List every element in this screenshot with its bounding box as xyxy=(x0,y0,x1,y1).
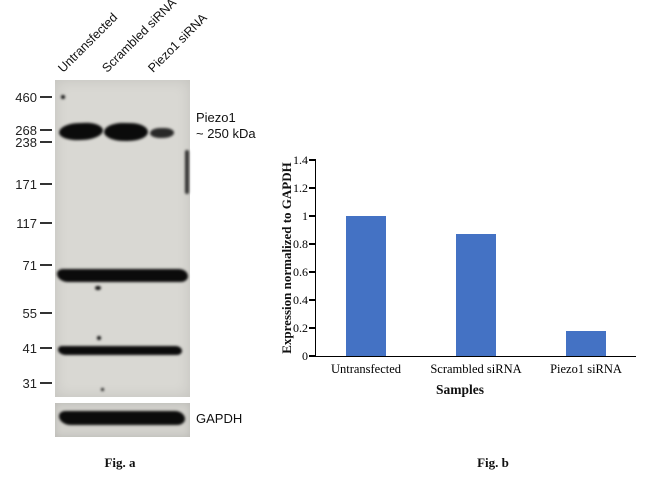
mw-marker-460: 460 xyxy=(0,88,52,106)
bar-1 xyxy=(346,216,386,356)
bar-chart-plot: 0 0.2 0.4 0.6 0.8 1 1.2 1.4 Untransfected Scrambl… xyxy=(293,153,636,376)
bar-2 xyxy=(456,234,496,356)
y-axis-tick-label: 0.8 xyxy=(293,237,308,251)
y-axis-tick-label: 0.4 xyxy=(293,293,308,307)
y-axis-tick-label: 0.6 xyxy=(293,265,308,279)
mw-marker-tick xyxy=(40,183,52,185)
caption-fig-a: Fig. a xyxy=(104,455,136,470)
western-blot-membrane xyxy=(55,80,190,397)
y-axis-tick xyxy=(309,271,316,273)
gapdh-blot-strip xyxy=(55,403,190,437)
gapdh-label: GAPDH xyxy=(196,411,243,426)
mw-marker-238: 238 xyxy=(0,133,52,151)
mw-marker-label: 55 xyxy=(22,305,37,321)
mw-marker-tick xyxy=(40,382,52,384)
mw-marker-label: 460 xyxy=(15,89,37,105)
band-piezo1-lane1 xyxy=(58,122,104,141)
band-annotation-line2: ~ 250 kDa xyxy=(196,126,256,141)
y-axis-tick-label: 1.2 xyxy=(293,181,308,195)
speck-below-70kda xyxy=(95,286,101,290)
y-axis-tick xyxy=(309,215,316,217)
mw-marker-label: 238 xyxy=(15,134,37,150)
x-axis-category-label: Piezo1 siRNA xyxy=(550,362,622,376)
speck-bottom xyxy=(101,388,104,391)
speck-top-left xyxy=(61,95,65,99)
mw-marker-55: 55 xyxy=(0,304,52,322)
mw-marker-tick xyxy=(40,312,52,314)
y-axis-tick xyxy=(309,299,316,301)
y-axis-tick xyxy=(309,187,316,189)
mw-marker-label: 41 xyxy=(22,340,37,356)
band-annotation-line1: Piezo1 xyxy=(196,110,236,125)
speck-above-41kda xyxy=(97,336,101,340)
mw-marker-41: 41 xyxy=(0,339,52,357)
band-piezo1-lane3 xyxy=(150,128,174,138)
y-axis-tick xyxy=(309,159,316,161)
y-axis-tick xyxy=(309,355,316,357)
mw-marker-label: 268 xyxy=(15,122,37,138)
x-axis-title: Samples xyxy=(435,382,484,397)
bar-3 xyxy=(566,330,606,356)
y-axis-tick xyxy=(309,327,316,329)
band-41kda xyxy=(58,346,182,355)
x-axis-category-label: Untransfected xyxy=(330,362,402,376)
y-axis-tick-label: 0 xyxy=(302,349,308,363)
edge-smear xyxy=(185,150,189,194)
y-axis-tick-label: 0.2 xyxy=(293,321,308,335)
mw-marker-31: 31 xyxy=(0,374,52,392)
mw-marker-tick xyxy=(40,222,52,224)
band-piezo1-lane2 xyxy=(103,122,149,142)
mw-marker-tick xyxy=(40,141,52,143)
mw-marker-label: 171 xyxy=(15,176,37,192)
mw-marker-tick xyxy=(40,129,52,131)
mw-marker-117: 117 xyxy=(0,214,52,232)
y-axis-tick xyxy=(309,243,316,245)
y-axis-tick-label: 1 xyxy=(302,209,308,223)
mw-marker-tick xyxy=(40,264,52,266)
y-axis-tick-label: 1.4 xyxy=(293,153,308,167)
mw-marker-268: 268 xyxy=(0,121,52,139)
mw-marker-71: 71 xyxy=(0,256,52,274)
caption-fig-b: Fig. b xyxy=(477,455,509,470)
mw-marker-tick xyxy=(40,96,52,98)
band-70kda xyxy=(57,269,188,282)
mw-marker-label: 117 xyxy=(16,215,37,231)
mw-marker-171: 171 xyxy=(0,175,52,193)
mw-marker-tick xyxy=(40,347,52,349)
band-gapdh xyxy=(59,411,185,425)
mw-marker-label: 71 xyxy=(22,257,37,273)
mw-marker-label: 31 xyxy=(22,375,37,391)
x-axis-category-label: Scrambled siRNA xyxy=(430,362,522,376)
band-annotation: Piezo1 ~ 250 kDa xyxy=(196,110,256,142)
